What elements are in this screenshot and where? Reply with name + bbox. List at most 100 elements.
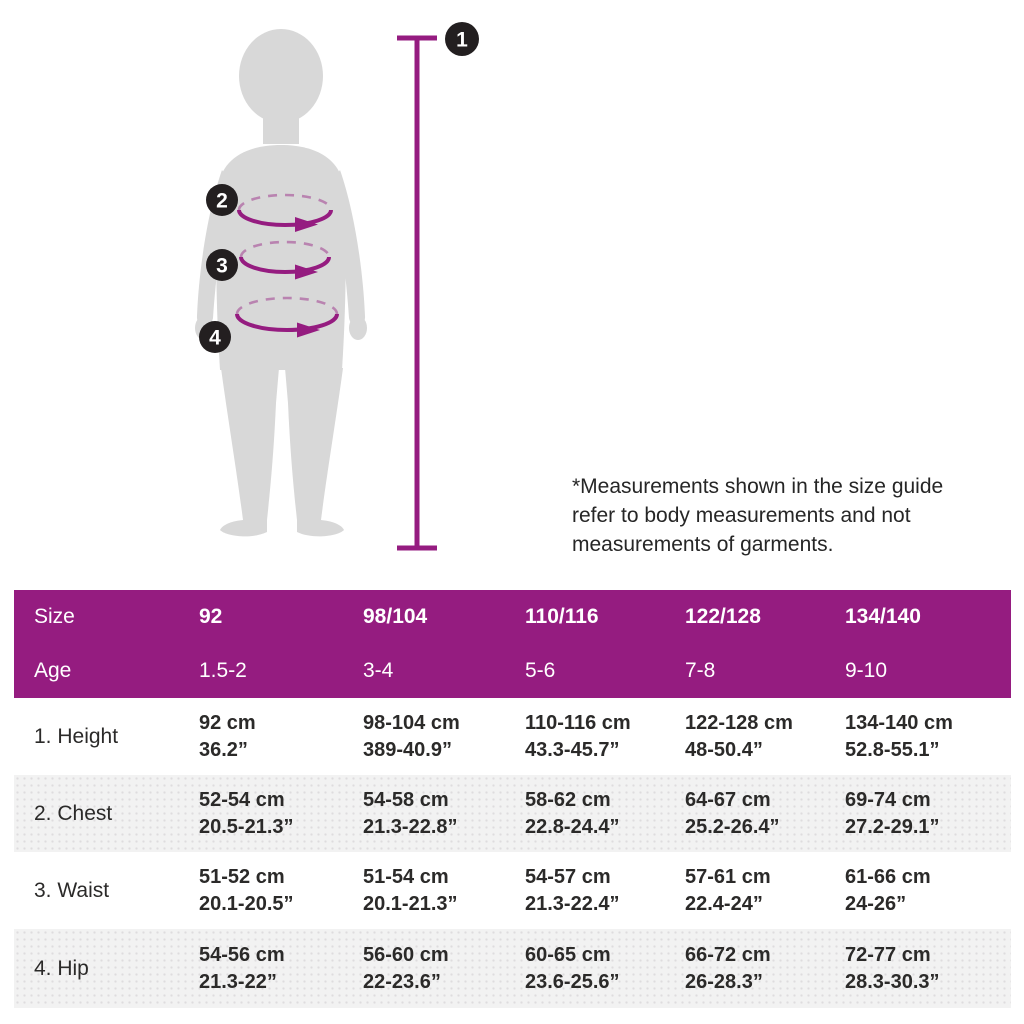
table-row-waist: 3. Waist 51-52 cm 20.1-20.5” 51-54 cm 20…	[14, 852, 1011, 929]
waist-measure-ellipse	[239, 240, 331, 280]
chest-cell-1: 54-58 cm 21.3-22.8”	[363, 787, 525, 841]
badge-1-number: 1	[456, 29, 468, 52]
age-col-4: 9-10	[845, 659, 888, 682]
height-measure-line	[397, 35, 437, 551]
cell-inches: 21.3-22.4”	[525, 892, 620, 915]
cell-inches: 20.1-20.5”	[199, 892, 294, 915]
cell-inches: 25.2-26.4”	[685, 815, 780, 838]
cell-cm: 98-104 cm	[363, 711, 460, 734]
badge-2-chest-icon: 2	[206, 184, 238, 216]
cell-inches: 20.1-21.3”	[363, 892, 458, 915]
cell-cm: 110-116 cm	[525, 711, 631, 734]
age-col-0: 1.5-2	[199, 659, 247, 682]
cell-cm: 54-56 cm	[199, 943, 285, 966]
cell-cm: 54-57 cm	[525, 865, 611, 888]
table-row-chest: 2. Chest 52-54 cm 20.5-21.3” 54-58 cm 21…	[14, 775, 1011, 852]
chest-arrow-icon	[295, 217, 318, 232]
cell-cm: 51-54 cm	[363, 865, 449, 888]
badge-3-number: 3	[216, 255, 228, 278]
cell-cm: 66-72 cm	[685, 943, 771, 966]
hip-cell-4: 72-77 cm 28.3-30.3”	[845, 942, 1011, 996]
hip-cell-2: 60-65 cm 23.6-25.6”	[525, 942, 685, 996]
chest-cell-3: 64-67 cm 25.2-26.4”	[685, 787, 845, 841]
hip-cell-1: 56-60 cm 22-23.6”	[363, 942, 525, 996]
cell-inches: 22.4-24”	[685, 892, 763, 915]
cell-inches: 28.3-30.3”	[845, 970, 940, 993]
cell-inches: 52.8-55.1”	[845, 738, 940, 761]
cell-cm: 122-128 cm	[685, 711, 793, 734]
cell-cm: 51-52 cm	[199, 865, 285, 888]
table-row-height: 1. Height 92 cm 36.2” 98-104 cm 389-40.9…	[14, 698, 1011, 775]
child-silhouette-image	[195, 29, 367, 537]
height-cell-1: 98-104 cm 389-40.9”	[363, 710, 525, 764]
cell-cm: 61-66 cm	[845, 865, 931, 888]
waist-cell-0: 51-52 cm 20.1-20.5”	[199, 864, 363, 918]
hip-cell-3: 66-72 cm 26-28.3”	[685, 942, 845, 996]
row-label: 3. Waist	[34, 878, 110, 902]
chest-measure-ellipse	[237, 193, 333, 232]
age-col-1: 3-4	[363, 659, 394, 682]
row-label: 4. Hip	[34, 956, 89, 980]
hip-measure-ellipse	[235, 296, 339, 338]
cell-inches: 43.3-45.7”	[525, 738, 620, 761]
cell-inches: 20.5-21.3”	[199, 815, 294, 838]
cell-inches: 21.3-22.8”	[363, 815, 458, 838]
size-col-0: 92	[199, 605, 223, 628]
row-label: 1. Height	[34, 724, 119, 748]
size-header-label: Size	[34, 605, 75, 628]
waist-cell-3: 57-61 cm 22.4-24”	[685, 864, 845, 918]
size-guide-table: Size 92 98/104 110/116 122/128 134/140 A…	[14, 590, 1011, 1008]
table-header: Size 92 98/104 110/116 122/128 134/140 A…	[14, 590, 1011, 698]
waist-arrow-icon	[295, 264, 318, 280]
cell-inches: 22-23.6”	[363, 970, 441, 993]
age-header-label: Age	[34, 659, 72, 682]
height-cell-3: 122-128 cm 48-50.4”	[685, 710, 845, 764]
cell-cm: 92 cm	[199, 711, 256, 734]
waist-cell-2: 54-57 cm 21.3-22.4”	[525, 864, 685, 918]
cell-inches: 22.8-24.4”	[525, 815, 620, 838]
cell-cm: 58-62 cm	[525, 788, 611, 811]
cell-inches: 26-28.3”	[685, 970, 763, 993]
badge-1-height-icon: 1	[445, 22, 479, 56]
chest-cell-4: 69-74 cm 27.2-29.1”	[845, 787, 1011, 841]
cell-cm: 56-60 cm	[363, 943, 449, 966]
cell-cm: 69-74 cm	[845, 788, 931, 811]
cell-inches: 21.3-22”	[199, 970, 277, 993]
height-cell-0: 92 cm 36.2”	[199, 710, 363, 764]
cell-cm: 60-65 cm	[525, 943, 611, 966]
row-label: 2. Chest	[34, 801, 113, 825]
cell-cm: 52-54 cm	[199, 788, 285, 811]
cell-inches: 48-50.4”	[685, 738, 763, 761]
size-col-2: 110/116	[525, 605, 599, 628]
size-col-4: 134/140	[845, 605, 921, 628]
cell-inches: 24-26”	[845, 892, 907, 915]
cell-cm: 72-77 cm	[845, 943, 931, 966]
cell-inches: 389-40.9”	[363, 738, 452, 761]
size-col-1: 98/104	[363, 605, 428, 628]
cell-inches: 27.2-29.1”	[845, 815, 940, 838]
height-cell-2: 110-116 cm 43.3-45.7”	[525, 710, 685, 764]
badge-4-hip-icon: 4	[199, 321, 231, 353]
badge-2-number: 2	[216, 190, 228, 213]
size-guide-diagram: 1 2 3 4	[195, 22, 479, 551]
cell-cm: 54-58 cm	[363, 788, 449, 811]
cell-cm: 57-61 cm	[685, 865, 771, 888]
age-col-2: 5-6	[525, 659, 556, 682]
table-row-hip: 4. Hip 54-56 cm 21.3-22” 56-60 cm 22-23.…	[14, 929, 1011, 1008]
chest-cell-0: 52-54 cm 20.5-21.3”	[199, 787, 363, 841]
cell-cm: 134-140 cm	[845, 711, 953, 734]
measurement-note: *Measurements shown in the size guide re…	[572, 475, 944, 556]
waist-cell-4: 61-66 cm 24-26”	[845, 864, 1011, 918]
hip-cell-0: 54-56 cm 21.3-22”	[199, 942, 363, 996]
size-col-3: 122/128	[685, 605, 761, 628]
cell-inches: 23.6-25.6”	[525, 970, 620, 993]
chest-cell-2: 58-62 cm 22.8-24.4”	[525, 787, 685, 841]
height-cell-4: 134-140 cm 52.8-55.1”	[845, 710, 1011, 764]
badge-3-waist-icon: 3	[206, 249, 238, 281]
age-col-3: 7-8	[685, 659, 716, 682]
waist-cell-1: 51-54 cm 20.1-21.3”	[363, 864, 525, 918]
hip-arrow-icon	[297, 322, 320, 338]
cell-inches: 36.2”	[199, 738, 248, 761]
cell-cm: 64-67 cm	[685, 788, 771, 811]
badge-4-number: 4	[209, 327, 221, 350]
